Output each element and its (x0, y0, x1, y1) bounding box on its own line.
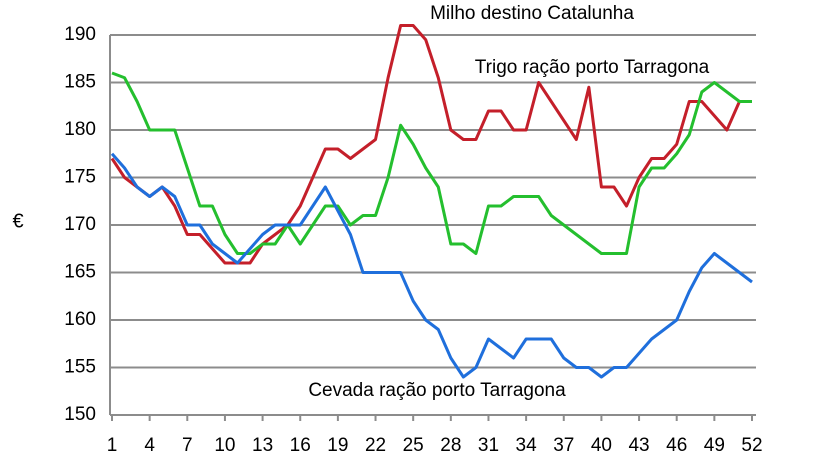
x-tick-label: 31 (478, 435, 499, 456)
x-tick-label: 10 (214, 435, 235, 456)
plot: 150 155 160 165 170 175 180 185 190 1 4 7 10 13 16 19 22… (64, 24, 763, 456)
y-tick-label: 155 (64, 357, 96, 378)
x-tick-label: 40 (591, 435, 612, 456)
x-tick-label: 1 (107, 435, 118, 456)
x-tick-label: 13 (252, 435, 273, 456)
x-tick-label: 22 (365, 435, 386, 456)
x-tick-label: 34 (516, 435, 538, 456)
x-tick-label: 19 (327, 435, 348, 456)
series-label: Cevada ração porto Tarragona (308, 380, 566, 401)
series-line (110, 152, 753, 379)
series-line (110, 24, 752, 265)
x-tick-label: 46 (666, 435, 687, 456)
y-tick-label: 150 (64, 404, 96, 425)
y-tick-label: 160 (64, 309, 96, 330)
y-axis-label: € (12, 210, 23, 232)
x-tick-label: 7 (182, 435, 193, 456)
x-tick-label: 43 (628, 435, 649, 456)
x-tick-label: 25 (403, 435, 424, 456)
x-tick-label: 16 (290, 435, 311, 456)
x-tick-label: 49 (704, 435, 725, 456)
y-tick-label: 170 (64, 214, 96, 235)
y-tick-label: 165 (64, 262, 96, 283)
series-label: Trigo ração porto Tarragona (475, 57, 710, 78)
y-tick-label: 175 (64, 167, 96, 188)
series-line (111, 71, 752, 255)
x-tick-label: 37 (553, 435, 574, 456)
y-tick-label: 190 (64, 24, 96, 45)
x-tick-label: 28 (440, 435, 461, 456)
y-tick-label: 180 (64, 119, 96, 140)
series-label: Milho destino Catalunha (430, 3, 634, 24)
x-tick-label: 52 (741, 435, 762, 456)
y-tick-label: 185 (64, 72, 96, 93)
x-tick-label: 4 (144, 435, 155, 456)
